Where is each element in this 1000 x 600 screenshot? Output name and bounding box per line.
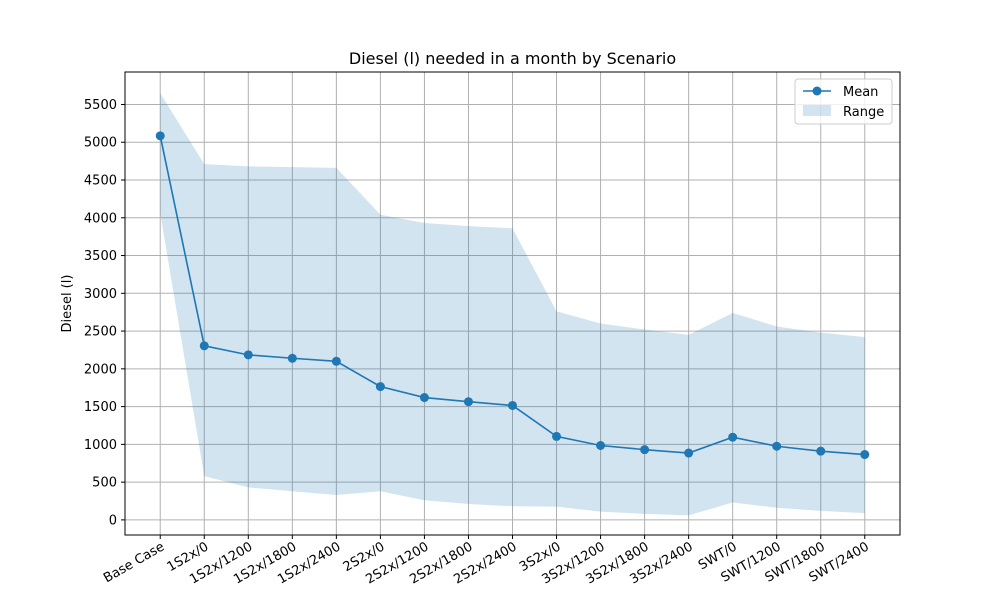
mean-point bbox=[419, 393, 429, 403]
range-band bbox=[160, 93, 865, 516]
mean-point bbox=[155, 131, 165, 141]
y-tick-label: 500 bbox=[92, 476, 117, 491]
mean-point bbox=[508, 400, 517, 410]
mean-point bbox=[684, 448, 694, 458]
mean-point bbox=[463, 397, 473, 407]
mean-point bbox=[728, 432, 738, 442]
mean-point bbox=[199, 341, 209, 351]
range-band-layer bbox=[160, 93, 865, 516]
mean-point bbox=[596, 440, 606, 450]
y-tick-label: 4500 bbox=[84, 174, 117, 189]
mean-point bbox=[640, 445, 650, 455]
y-axis-label: Diesel (l) bbox=[60, 275, 75, 333]
y-tick-label: 0 bbox=[109, 513, 117, 528]
x-tick-label: Base Case bbox=[101, 539, 167, 586]
mean-line-layer bbox=[155, 131, 870, 460]
legend-mean-marker bbox=[812, 86, 822, 96]
legend-range-swatch bbox=[803, 105, 831, 116]
y-tick-label: 3500 bbox=[84, 249, 117, 264]
grid bbox=[125, 72, 900, 535]
y-ticks: 0 500 1000 1500 2000 2500 3000 3500 4000 4500 5000… bbox=[84, 98, 125, 528]
y-tick-label: 1000 bbox=[84, 438, 117, 453]
x-ticks: Base Case1S2x/01S2x/12001S2x/18001S2x/24… bbox=[101, 535, 872, 587]
mean-point bbox=[860, 450, 870, 460]
y-tick-label: 1500 bbox=[84, 400, 117, 415]
legend-range-label: Range bbox=[843, 105, 884, 120]
y-tick-label: 2000 bbox=[84, 362, 117, 377]
y-tick-label: 3000 bbox=[84, 287, 117, 302]
mean-point bbox=[552, 431, 562, 441]
mean-point bbox=[287, 353, 297, 363]
mean-point bbox=[375, 382, 385, 392]
mean-point bbox=[331, 356, 341, 366]
chart-title: Diesel (l) needed in a month by Scenario bbox=[349, 49, 676, 68]
mean-point bbox=[772, 441, 782, 451]
legend-mean-label: Mean bbox=[843, 85, 878, 100]
y-tick-label: 4000 bbox=[84, 211, 117, 226]
y-tick-label: 2500 bbox=[84, 325, 117, 340]
legend: Mean Range bbox=[794, 78, 893, 125]
mean-point bbox=[816, 446, 826, 456]
y-tick-label: 5500 bbox=[84, 98, 117, 113]
mean-point bbox=[243, 350, 253, 360]
y-tick-label: 5000 bbox=[84, 136, 117, 151]
